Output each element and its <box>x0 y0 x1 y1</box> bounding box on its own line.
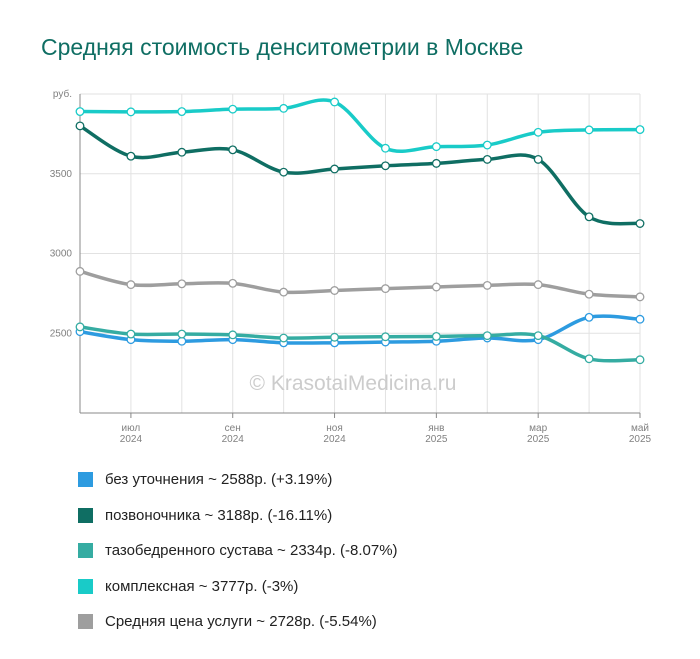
data-point[interactable] <box>126 107 136 117</box>
data-point[interactable] <box>635 292 645 302</box>
y-tick-label: 2500 <box>50 328 73 339</box>
grid <box>79 93 641 413</box>
data-point[interactable] <box>126 280 136 290</box>
data-point[interactable] <box>533 280 543 290</box>
data-point[interactable] <box>584 125 594 135</box>
y-unit-label: руб. <box>53 88 72 100</box>
y-tick-label: 3500 <box>50 169 73 180</box>
data-point[interactable] <box>330 286 339 295</box>
legend-swatch <box>78 578 93 594</box>
legend-label: тазобедренного сустава ~ 2334р. (-8.07%) <box>105 542 398 560</box>
series-line-0 <box>78 314 642 345</box>
data-point[interactable] <box>584 289 594 299</box>
x-tick-year: 2025 <box>425 434 448 445</box>
data-point[interactable] <box>482 331 492 341</box>
legend-swatch <box>78 507 93 523</box>
data-point[interactable] <box>75 107 85 116</box>
data-point[interactable] <box>279 103 289 113</box>
legend-item[interactable]: комплексная ~ 3777р. (-3%) <box>78 569 398 605</box>
data-point[interactable] <box>279 287 289 297</box>
data-point[interactable] <box>533 127 543 137</box>
data-point[interactable] <box>635 219 645 228</box>
data-point[interactable] <box>177 107 187 116</box>
x-tick-month: май <box>631 423 649 434</box>
data-point[interactable] <box>126 151 136 161</box>
x-tick-year: 2025 <box>629 434 652 445</box>
legend-swatch <box>78 543 93 559</box>
axes: 250030003500руб.июл2024сен2024ноя2024янв… <box>50 88 652 445</box>
series-layer <box>78 98 642 363</box>
data-point[interactable] <box>381 284 390 294</box>
series-line-1 <box>78 124 642 226</box>
data-point[interactable] <box>381 143 390 153</box>
data-point[interactable] <box>635 355 645 365</box>
legend-label: Средняя цена услуги ~ 2728р. (-5.54%) <box>105 613 377 631</box>
legend: без уточнения ~ 2588р. (+3.19%) позвоночн… <box>78 462 398 640</box>
data-point[interactable] <box>279 167 289 177</box>
series-line-4 <box>78 269 642 299</box>
legend-label: позвоночника ~ 3188р. (-16.11%) <box>105 506 333 524</box>
watermark: © KrasotaiMedicina.ru <box>250 372 457 395</box>
series-line-3 <box>78 98 642 153</box>
data-point[interactable] <box>431 331 441 341</box>
data-point[interactable] <box>228 145 238 155</box>
data-point[interactable] <box>75 322 85 332</box>
x-tick-month: ноя <box>326 423 343 434</box>
x-tick-year: 2024 <box>222 434 245 445</box>
legend-swatch <box>78 472 93 488</box>
legend-item[interactable]: тазобедренного сустава ~ 2334р. (-8.07%) <box>78 533 398 569</box>
data-point[interactable] <box>635 314 645 324</box>
data-point[interactable] <box>635 125 645 135</box>
legend-label: комплексная ~ 3777р. (-3%) <box>105 577 299 595</box>
data-point[interactable] <box>330 332 339 342</box>
data-point[interactable] <box>330 97 339 107</box>
data-point[interactable] <box>482 140 492 150</box>
points-layer <box>75 97 645 365</box>
data-point[interactable] <box>482 280 492 290</box>
y-tick-label: 3000 <box>50 249 73 260</box>
x-tick-month: сен <box>225 423 241 434</box>
data-point[interactable] <box>584 212 594 222</box>
data-point[interactable] <box>431 158 441 168</box>
line-chart: 250030003500руб.июл2024сен2024ноя2024янв… <box>50 88 652 445</box>
data-point[interactable] <box>75 266 85 276</box>
legend-item[interactable]: Средняя цена услуги ~ 2728р. (-5.54%) <box>78 604 398 640</box>
data-point[interactable] <box>482 154 492 164</box>
data-point[interactable] <box>126 329 136 339</box>
data-point[interactable] <box>177 279 187 289</box>
legend-swatch <box>78 614 93 630</box>
data-point[interactable] <box>584 312 594 322</box>
data-point[interactable] <box>381 161 390 171</box>
chart-title: Средняя стоимость денситометрии в Москве <box>41 34 524 60</box>
data-point[interactable] <box>228 278 238 288</box>
data-point[interactable] <box>584 354 594 364</box>
data-point[interactable] <box>431 142 441 152</box>
legend-item[interactable]: позвоночника ~ 3188р. (-16.11%) <box>78 498 398 534</box>
data-point[interactable] <box>533 331 543 341</box>
data-point[interactable] <box>177 147 187 157</box>
x-tick-month: мар <box>529 423 547 434</box>
legend-item[interactable]: без уточнения ~ 2588р. (+3.19%) <box>78 462 398 498</box>
data-point[interactable] <box>279 333 289 343</box>
legend-label: без уточнения ~ 2588р. (+3.19%) <box>105 471 333 489</box>
x-tick-month: июл <box>122 423 141 434</box>
x-tick-month: янв <box>428 423 444 434</box>
data-point[interactable] <box>381 332 390 342</box>
x-tick-year: 2024 <box>120 434 143 445</box>
data-point[interactable] <box>431 282 441 292</box>
data-point[interactable] <box>533 154 543 164</box>
x-tick-year: 2025 <box>527 434 550 445</box>
data-point[interactable] <box>177 336 187 346</box>
data-point[interactable] <box>228 104 238 114</box>
data-point[interactable] <box>330 164 339 174</box>
data-point[interactable] <box>228 330 238 340</box>
data-point[interactable] <box>177 329 187 339</box>
data-point[interactable] <box>75 121 85 131</box>
x-tick-year: 2024 <box>323 434 346 445</box>
